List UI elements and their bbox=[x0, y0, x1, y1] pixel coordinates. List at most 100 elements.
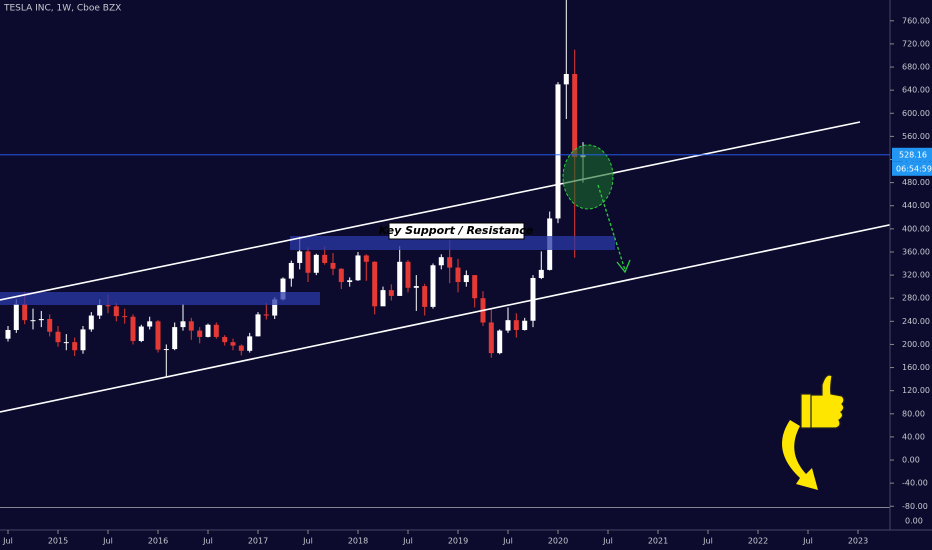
candle-body bbox=[347, 280, 353, 283]
x-tick-label: Jul bbox=[802, 537, 813, 546]
candle-body bbox=[147, 321, 153, 327]
y-tick-label: 720.00 bbox=[902, 39, 930, 48]
candle-body bbox=[438, 257, 444, 266]
candle-body bbox=[205, 324, 211, 337]
support-zone bbox=[0, 292, 320, 305]
y-tick-label: 400.00 bbox=[902, 224, 930, 233]
thumbs-up-icon bbox=[805, 374, 845, 429]
candle-body bbox=[338, 268, 344, 283]
candle-body bbox=[188, 321, 194, 331]
annotation: Key Support / Resistance bbox=[379, 224, 534, 237]
y-tick-label: 240.00 bbox=[902, 317, 930, 326]
x-tick-label: 2015 bbox=[48, 537, 68, 546]
candle-body bbox=[38, 319, 44, 321]
x-tick-label: 2019 bbox=[448, 537, 468, 546]
candle-body bbox=[563, 73, 569, 85]
y-tick-label: 360.00 bbox=[902, 247, 930, 256]
candle-body bbox=[247, 336, 253, 351]
resistance-zone bbox=[290, 236, 615, 250]
candle-body bbox=[372, 261, 378, 307]
y-tick-label: 160.00 bbox=[902, 363, 930, 372]
price-label-box bbox=[892, 147, 932, 162]
candle-body bbox=[122, 316, 128, 318]
x-tick-label: 2018 bbox=[348, 537, 368, 546]
candle-body bbox=[213, 324, 219, 337]
candle-body bbox=[22, 303, 28, 321]
chart-title: TESLA INC, 1W, Cboe BZX bbox=[3, 4, 121, 14]
candle-body bbox=[180, 321, 186, 328]
x-tick-label: Jul bbox=[602, 537, 613, 546]
candle-body bbox=[88, 315, 94, 330]
upper-trendline bbox=[0, 121, 861, 301]
y-tick-label: 440.00 bbox=[902, 201, 930, 210]
x-tick-label: Jul bbox=[2, 537, 13, 546]
candle-body bbox=[297, 251, 303, 263]
projection-arrowhead bbox=[616, 259, 631, 274]
candle-body bbox=[405, 261, 411, 288]
candle-body bbox=[380, 290, 386, 307]
candle-body bbox=[72, 342, 78, 351]
x-tick-label: Jul bbox=[202, 537, 213, 546]
candle-body bbox=[47, 319, 53, 332]
candle-body bbox=[322, 254, 328, 263]
annotation-box bbox=[388, 222, 525, 240]
x-tick-label: Jul bbox=[302, 537, 313, 546]
candle-body bbox=[63, 342, 69, 344]
candle-body bbox=[497, 330, 503, 354]
x-tick-label: Jul bbox=[702, 537, 713, 546]
candle-body bbox=[505, 320, 511, 331]
x-tick-label: Jul bbox=[102, 537, 113, 546]
candle-body bbox=[255, 314, 261, 337]
candle-body bbox=[422, 286, 428, 307]
candle-body bbox=[172, 327, 178, 350]
candle-body bbox=[463, 275, 469, 283]
y-tick-label: -80.00 bbox=[902, 502, 928, 511]
candle-body bbox=[113, 306, 119, 317]
candles bbox=[5, 0, 586, 378]
x-tick-label: 2020 bbox=[548, 537, 568, 546]
thumbs-up-cuff bbox=[800, 393, 812, 429]
y-tick-label: -40.00 bbox=[902, 479, 928, 488]
candle-body bbox=[97, 305, 103, 316]
lower-trendline bbox=[0, 224, 890, 413]
candle-body bbox=[397, 261, 403, 296]
candle-body bbox=[572, 73, 578, 158]
candle-body bbox=[388, 290, 394, 296]
x-tick-label: 2016 bbox=[148, 537, 168, 546]
candle-body bbox=[55, 331, 61, 343]
highlight-circle bbox=[562, 144, 614, 210]
y-tick-label: 80.00 bbox=[902, 409, 925, 418]
candle-body bbox=[455, 267, 461, 283]
candle-body bbox=[472, 275, 478, 299]
x-tick-label: 2021 bbox=[648, 537, 668, 546]
lower-pane-label: 0.00 bbox=[905, 517, 923, 526]
y-tick-label: 680.00 bbox=[902, 63, 930, 72]
y-tick-label: 560.00 bbox=[902, 132, 930, 141]
y-tick-label: 200.00 bbox=[902, 340, 930, 349]
candle-body bbox=[313, 254, 319, 273]
drawings bbox=[0, 121, 890, 508]
x-tick-label: Jul bbox=[502, 537, 513, 546]
candle-body bbox=[263, 314, 269, 316]
candle-body bbox=[30, 320, 36, 322]
countdown-box bbox=[892, 161, 932, 176]
candle-body bbox=[363, 255, 369, 262]
candle-body bbox=[305, 251, 311, 273]
x-tick-label: 2017 bbox=[248, 537, 268, 546]
y-tick-label: 40.00 bbox=[902, 432, 925, 441]
candle-body bbox=[80, 329, 86, 351]
candle-body bbox=[288, 262, 294, 279]
y-tick-label: 640.00 bbox=[902, 86, 930, 95]
candle-body bbox=[413, 286, 419, 288]
curved-arrow bbox=[782, 420, 818, 490]
price-label: 528.16 bbox=[899, 150, 927, 159]
candle-body bbox=[105, 305, 111, 307]
candle-body bbox=[488, 322, 494, 354]
candle-body bbox=[13, 303, 19, 330]
y-tick-label: 600.00 bbox=[902, 109, 930, 118]
y-tick-label: 120.00 bbox=[902, 386, 930, 395]
y-tick-label: 280.00 bbox=[902, 294, 930, 303]
candle-body bbox=[238, 345, 244, 351]
